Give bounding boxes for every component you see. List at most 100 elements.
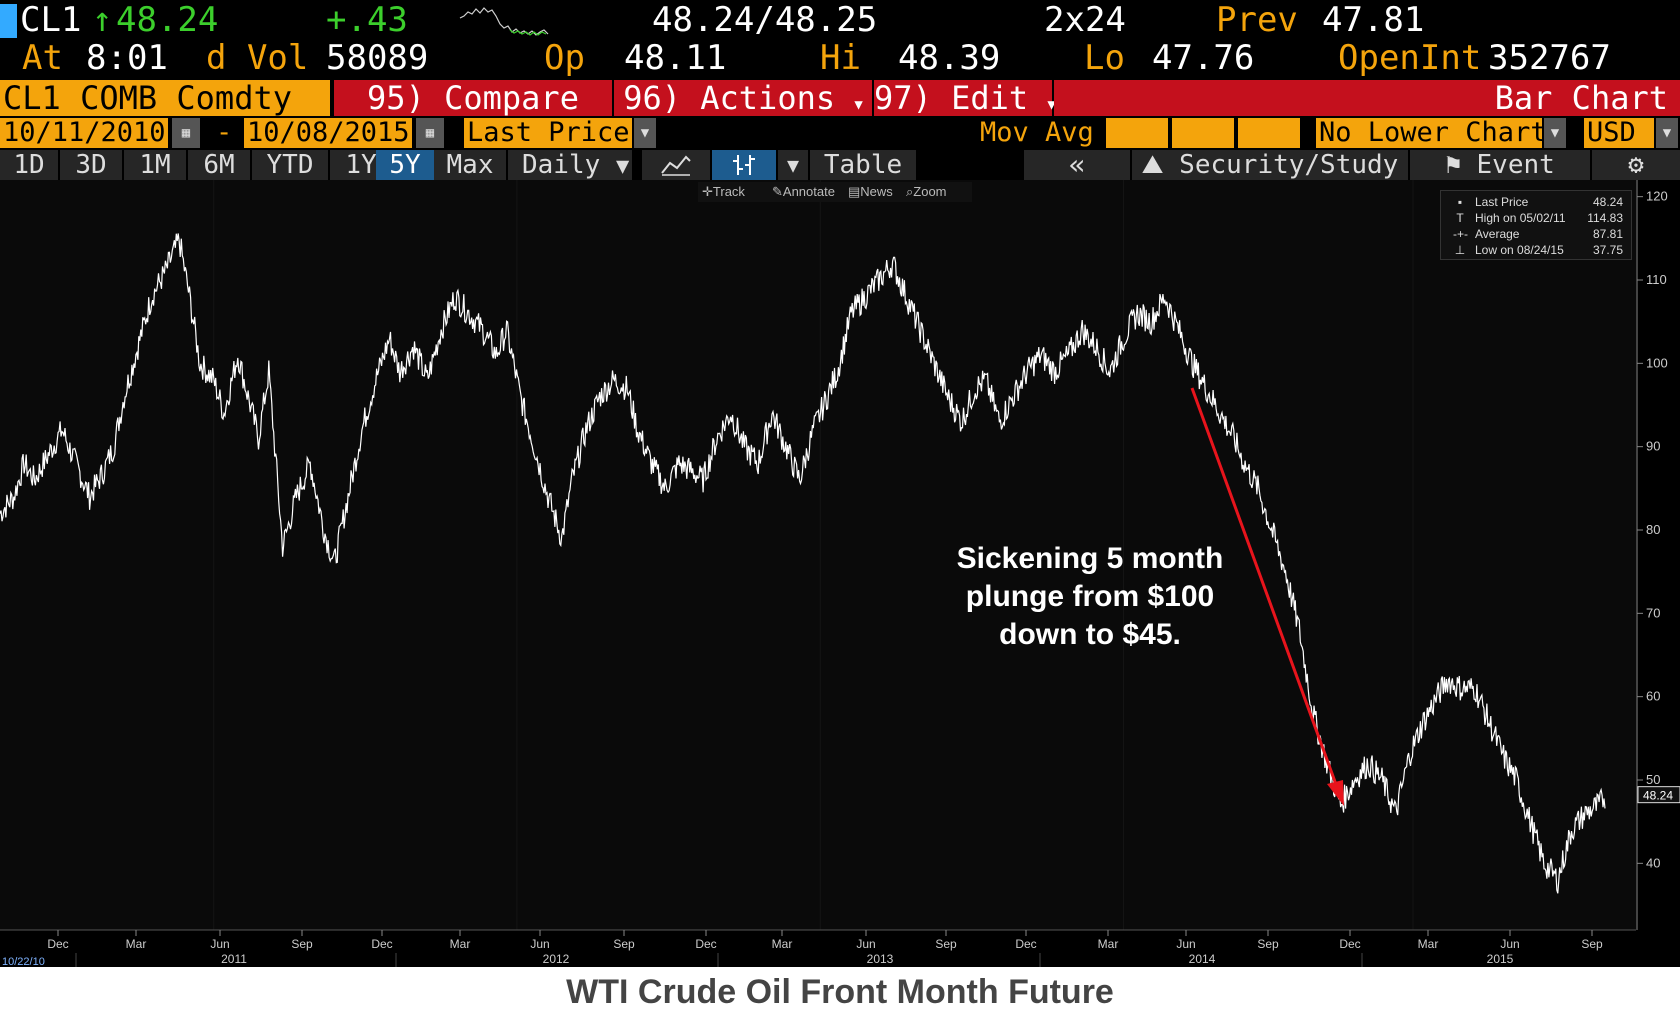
track-tool[interactable]: ✛ Track	[702, 182, 745, 202]
flag-icon: ⚑	[1445, 150, 1461, 180]
legend-low: ⊥ Low on 08/24/15 37.75	[1441, 243, 1627, 258]
chevron-down-icon: ▼	[854, 97, 863, 113]
legend-label: Low on 08/24/15	[1475, 243, 1564, 257]
y-tick-label: 110	[1646, 272, 1667, 287]
x-tick-label: Sep	[1257, 937, 1279, 951]
end-date-input[interactable]: 10/08/2015	[244, 118, 412, 148]
calendar-icon[interactable]: ▦	[172, 118, 200, 148]
security-study-button[interactable]: ⛰ Security/Study	[1132, 150, 1408, 180]
trend-arrow	[1190, 387, 1340, 791]
y-tick-label: 60	[1646, 689, 1660, 704]
x-year-label: 2011	[221, 952, 247, 966]
mov-avg-input-3[interactable]	[1238, 118, 1300, 148]
chart-type-title: Bar Chart	[1054, 80, 1680, 116]
period-1d[interactable]: 1D	[0, 150, 58, 180]
quote-header: CL1 ↑ 48.24 +.43 48.24/48.25 2x24 Prev 4…	[0, 0, 1680, 80]
ticker[interactable]: CL1	[20, 0, 82, 40]
chevron-down-icon[interactable]: ▼	[1544, 118, 1566, 148]
period-max[interactable]: Max	[434, 150, 506, 180]
x-tick-label: Mar	[1418, 937, 1439, 951]
x-tick-label: Sep	[291, 937, 313, 951]
mov-avg-input-2[interactable]	[1172, 118, 1234, 148]
net-change: +.43	[326, 0, 408, 40]
legend-label: Average	[1475, 227, 1520, 241]
period-5y[interactable]: 5Y	[376, 150, 434, 180]
event-button[interactable]: ⚑ Event	[1410, 150, 1590, 180]
chart-legend: ▪ Last Price 48.24 T High on 05/02/11 114.83…	[1440, 190, 1632, 260]
annotate-tool[interactable]: ✎ Annotate	[772, 182, 835, 202]
currency-select[interactable]: USD	[1584, 118, 1654, 148]
chart-toolbar: ✛ Track ✎ Annotate ▤ News ⌕ Zoom	[698, 182, 972, 202]
y-tick-label: 70	[1646, 605, 1660, 620]
compare-button[interactable]: 95) Compare	[334, 80, 612, 116]
actions-button[interactable]: 96) Actions ▼	[614, 80, 872, 116]
news-tool[interactable]: ▤ News	[848, 182, 893, 202]
frequency-label: Daily	[522, 150, 601, 180]
low-marker-icon: ⊥	[1454, 243, 1466, 257]
mov-avg-input-1[interactable]	[1106, 118, 1168, 148]
x-year-label: 2013	[867, 952, 894, 966]
last-price-tag: 48.24	[1643, 789, 1673, 803]
price-chart[interactable]: 40 50 60 70 80 90 100 110 120 48.24 Dec Mar Jun Sep De…	[0, 180, 1680, 990]
low-label: Lo	[1084, 38, 1125, 78]
high-marker-icon: T	[1456, 211, 1464, 225]
line-chart-icon[interactable]	[642, 150, 710, 180]
x-tick-label: Mar	[450, 937, 471, 951]
study-icon: ⛰	[1141, 150, 1164, 180]
period-ytd[interactable]: YTD	[252, 150, 328, 180]
last-price-tag-box	[1637, 786, 1680, 804]
chevron-down-icon[interactable]: ▼	[1656, 118, 1678, 148]
bar-chart-icon[interactable]	[712, 150, 776, 180]
x-tick-label: Mar	[772, 937, 793, 951]
annotation-line: plunge from $100	[965, 580, 1215, 613]
start-date-input[interactable]: 10/11/2010	[0, 118, 168, 148]
low-price: 47.76	[1152, 38, 1255, 78]
x-axis-band	[0, 930, 1680, 967]
x-tick-label: Dec	[371, 937, 392, 951]
x-tick-label: Jun	[210, 937, 229, 951]
period-6m[interactable]: 6M	[188, 150, 250, 180]
gear-icon[interactable]: ⚙	[1592, 150, 1680, 180]
security-field[interactable]: CL1 COMB Comdty	[0, 80, 330, 116]
prev-label: Prev	[1216, 0, 1298, 40]
news-label: News	[860, 184, 893, 199]
at-label: At	[22, 38, 63, 78]
chevron-down-icon[interactable]: ▼	[634, 118, 656, 148]
x-year-label: 2015	[1487, 952, 1514, 966]
table-button[interactable]: Table	[810, 150, 916, 180]
legend-marker-icon: ▪	[1457, 195, 1463, 209]
y-tick-label: 80	[1646, 522, 1660, 537]
x-tick-label: Dec	[1015, 937, 1036, 951]
annotate-label: Annotate	[782, 184, 835, 199]
x-year-label: 2012	[543, 952, 570, 966]
last-price: 48.24	[116, 0, 219, 40]
price-line	[0, 233, 1606, 894]
lower-chart-select[interactable]: No Lower Chart	[1316, 118, 1547, 148]
footer-title: WTI Crude Oil Front Month Future	[566, 973, 1114, 1011]
prev-close: 47.81	[1322, 0, 1425, 40]
chevron-down-icon[interactable]: ▼	[778, 150, 808, 180]
legend-average: -+- Average 87.81	[1441, 227, 1627, 242]
legend-high: T High on 05/02/11 114.83	[1441, 211, 1627, 226]
price-series	[0, 233, 1606, 894]
period-1m[interactable]: 1M	[124, 150, 186, 180]
y-tick-label: 90	[1646, 439, 1660, 454]
calendar-icon[interactable]: ▦	[416, 118, 444, 148]
x-tick-label: Jun	[530, 937, 549, 951]
collapse-icon[interactable]: «	[1024, 150, 1130, 180]
zoom-tool[interactable]: ⌕ Zoom	[906, 182, 947, 202]
edit-button[interactable]: 97) Edit ▼	[874, 79, 1056, 117]
frequency-select[interactable]: Daily ▼	[508, 150, 632, 180]
period-3d[interactable]: 3D	[60, 150, 122, 180]
legend-value: 87.81	[1592, 227, 1623, 241]
period-bar: 1D 3D 1M 6M YTD 1Y 5Y Max Daily ▼ ▼ Tabl…	[0, 150, 1680, 180]
open-interest: 352767	[1488, 38, 1611, 78]
x-tick-label: Sep	[1581, 937, 1603, 951]
edit-label: 97) Edit	[874, 79, 1029, 117]
high-price: 48.39	[898, 38, 1001, 78]
field-select[interactable]: Last Price	[464, 118, 632, 148]
security-study-label: Security/Study	[1179, 150, 1399, 180]
start-date-label: 10/22/10	[2, 956, 45, 968]
volume-label: d Vol	[206, 38, 309, 78]
up-arrow-icon: ↑	[92, 0, 113, 40]
